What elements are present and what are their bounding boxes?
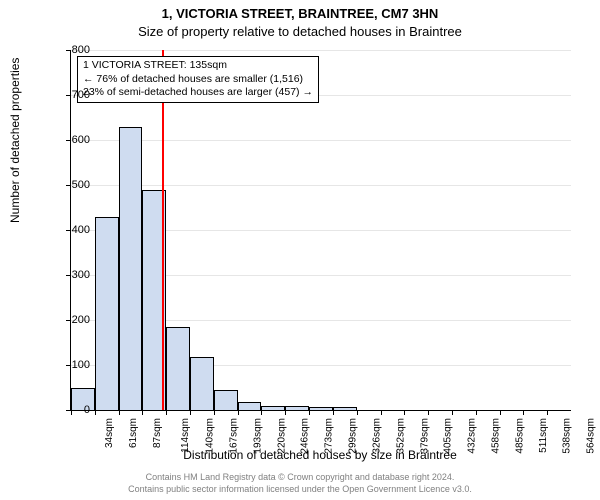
xtick xyxy=(95,410,96,415)
histogram-plot: 1 VICTORIA STREET: 135sqm ← 76% of detac… xyxy=(70,50,571,411)
ytick-label: 200 xyxy=(72,314,90,326)
xtick xyxy=(142,410,143,415)
histogram-bar xyxy=(285,406,309,410)
xtick-label: 299sqm xyxy=(348,418,359,454)
xtick-label: 564sqm xyxy=(586,418,597,454)
annotation-line: ← 76% of detached houses are smaller (1,… xyxy=(83,73,313,87)
ytick xyxy=(66,185,71,186)
xtick-label: 326sqm xyxy=(371,418,382,454)
ytick xyxy=(66,140,71,141)
ytick xyxy=(66,95,71,96)
xtick xyxy=(190,410,191,415)
ytick-label: 400 xyxy=(72,224,90,236)
xtick xyxy=(428,410,429,415)
xtick xyxy=(404,410,405,415)
xtick-label: 538sqm xyxy=(562,418,573,454)
xtick xyxy=(333,410,334,415)
ytick-label: 600 xyxy=(72,134,90,146)
y-axis-label: Number of detached properties xyxy=(8,58,22,223)
marker-annotation: 1 VICTORIA STREET: 135sqm ← 76% of detac… xyxy=(77,56,319,103)
xtick-label: 273sqm xyxy=(324,418,335,454)
gridline xyxy=(71,140,571,141)
histogram-bar xyxy=(214,390,238,410)
xtick-label: 432sqm xyxy=(467,418,478,454)
gridline xyxy=(71,185,571,186)
xtick xyxy=(523,410,524,415)
xtick xyxy=(357,410,358,415)
xtick xyxy=(500,410,501,415)
xtick xyxy=(71,410,72,415)
chart-title-2: Size of property relative to detached ho… xyxy=(0,24,600,39)
histogram-bar xyxy=(261,406,285,411)
ytick-label: 700 xyxy=(72,89,90,101)
ytick xyxy=(66,320,71,321)
ytick xyxy=(66,50,71,51)
xtick xyxy=(166,410,167,415)
xtick-label: 87sqm xyxy=(152,418,163,448)
ytick-label: 0 xyxy=(84,404,90,416)
ytick xyxy=(66,275,71,276)
xtick xyxy=(285,410,286,415)
xtick-label: 405sqm xyxy=(443,418,454,454)
histogram-bar xyxy=(333,407,357,410)
xtick-label: 220sqm xyxy=(276,418,287,454)
xtick xyxy=(214,410,215,415)
xtick-label: 61sqm xyxy=(128,418,139,448)
ytick xyxy=(66,230,71,231)
ytick-label: 500 xyxy=(72,179,90,191)
ytick xyxy=(66,365,71,366)
xtick xyxy=(452,410,453,415)
footer-licence: Contains public sector information licen… xyxy=(0,484,600,494)
xtick-label: 34sqm xyxy=(104,418,115,448)
xtick xyxy=(381,410,382,415)
xtick-label: 167sqm xyxy=(229,418,240,454)
marker-line xyxy=(162,50,164,410)
xtick xyxy=(476,410,477,415)
xtick-label: 246sqm xyxy=(300,418,311,454)
chart-title-1: 1, VICTORIA STREET, BRAINTREE, CM7 3HN xyxy=(0,6,600,21)
xtick xyxy=(547,410,548,415)
histogram-bar xyxy=(190,357,214,410)
xtick-label: 140sqm xyxy=(205,418,216,454)
xtick-label: 458sqm xyxy=(491,418,502,454)
xtick-label: 193sqm xyxy=(252,418,263,454)
histogram-bar xyxy=(309,407,333,410)
xtick-label: 114sqm xyxy=(180,418,191,453)
histogram-bar xyxy=(95,217,119,411)
xtick xyxy=(238,410,239,415)
ytick-label: 300 xyxy=(72,269,90,281)
xtick xyxy=(261,410,262,415)
annotation-line: 1 VICTORIA STREET: 135sqm xyxy=(83,59,313,73)
histogram-bar xyxy=(119,127,143,410)
gridline xyxy=(71,50,571,51)
xtick xyxy=(309,410,310,415)
footer-copyright: Contains HM Land Registry data © Crown c… xyxy=(0,472,600,482)
histogram-bar xyxy=(238,402,262,410)
ytick-label: 800 xyxy=(72,44,90,56)
xtick-label: 379sqm xyxy=(419,418,430,454)
xtick-label: 352sqm xyxy=(395,418,406,454)
ytick-label: 100 xyxy=(72,359,90,371)
histogram-bar xyxy=(166,327,190,410)
xtick xyxy=(119,410,120,415)
annotation-line: 23% of semi-detached houses are larger (… xyxy=(83,86,313,100)
xtick-label: 485sqm xyxy=(514,418,525,454)
xtick-label: 511sqm xyxy=(537,418,548,453)
